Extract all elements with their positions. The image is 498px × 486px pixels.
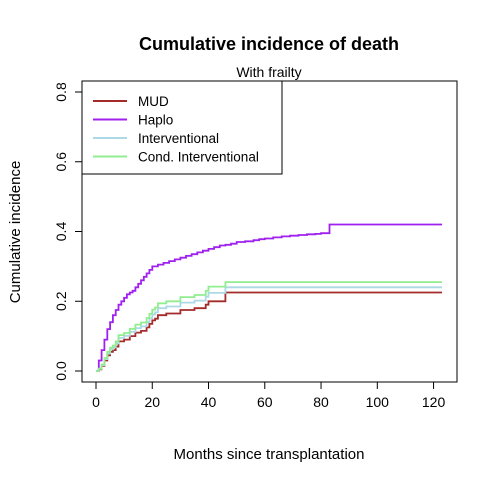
legend: MUD Haplo Interventional Cond. Intervention… [81, 80, 283, 175]
series-line-0 [96, 291, 442, 372]
legend-box [81, 80, 283, 175]
y-tick-label: 0.0 [53, 361, 69, 381]
series-line-3 [96, 281, 442, 372]
axes-layer: 0 20 40 60 80 100 120 0.0 0.2 0.4 0.6 0.8 [53, 82, 445, 410]
y-tick-label: 0.8 [53, 82, 69, 102]
series-layer [96, 223, 442, 372]
chart-title: Cumulative incidence of death [139, 34, 399, 54]
y-tick-label: 0.4 [53, 222, 69, 242]
legend-label-1: Haplo [138, 113, 173, 128]
x-tick-label: 80 [313, 394, 329, 410]
x-tick-label: 100 [366, 394, 390, 410]
y-tick-label: 0.6 [53, 152, 69, 172]
x-axis-label: Months since transplantation [174, 446, 365, 463]
legend-label-3: Cond. Interventional [138, 150, 259, 165]
x-tick-label: 60 [257, 394, 273, 410]
x-tick-label: 40 [201, 394, 217, 410]
series-line-2 [96, 286, 442, 372]
chart-subtitle: With frailty [236, 64, 301, 80]
series-line-1 [96, 223, 442, 372]
x-tick-label: 0 [92, 394, 100, 410]
y-axis-label: Cumulative incidence [7, 161, 24, 304]
legend-label-2: Interventional [138, 131, 219, 146]
y-tick-label: 0.2 [53, 291, 69, 311]
x-tick-label: 20 [144, 394, 160, 410]
legend-label-0: MUD [138, 94, 169, 109]
x-tick-label: 120 [422, 394, 446, 410]
